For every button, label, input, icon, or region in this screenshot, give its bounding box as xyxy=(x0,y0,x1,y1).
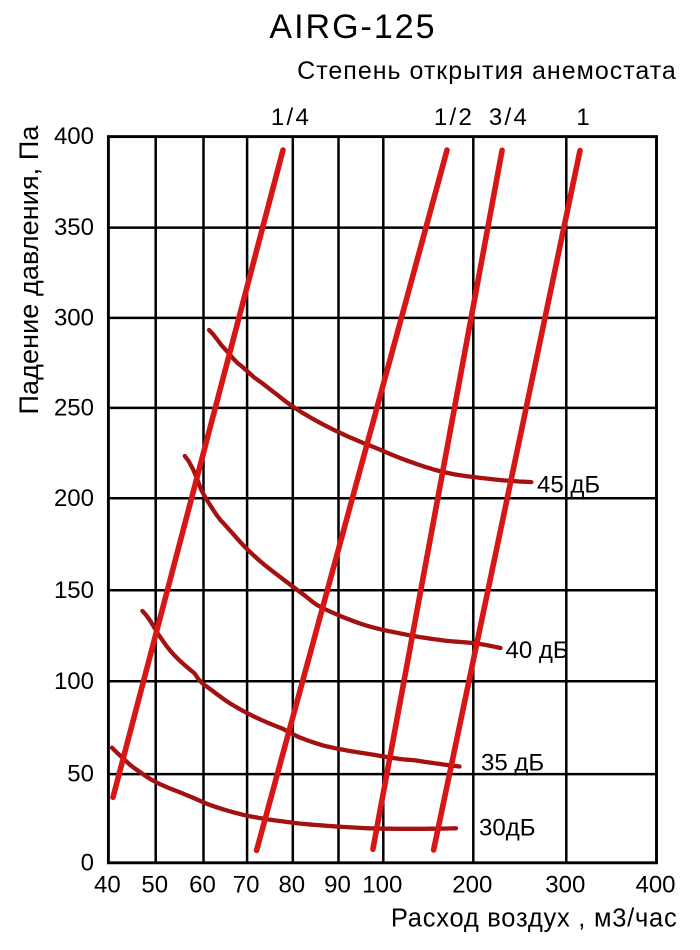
svg-text:90: 90 xyxy=(324,871,351,898)
svg-text:Расход воздух , м3/час: Расход воздух , м3/час xyxy=(391,905,678,933)
svg-text:150: 150 xyxy=(54,577,94,604)
svg-text:45 дБ: 45 дБ xyxy=(537,472,600,499)
svg-text:50: 50 xyxy=(67,761,94,788)
svg-text:300: 300 xyxy=(54,305,94,332)
svg-text:1/4: 1/4 xyxy=(271,104,311,131)
svg-text:100: 100 xyxy=(362,871,402,898)
svg-text:350: 350 xyxy=(54,214,94,241)
svg-text:300: 300 xyxy=(545,871,585,898)
svg-text:3/4: 3/4 xyxy=(489,104,529,131)
svg-text:50: 50 xyxy=(141,871,168,898)
svg-text:200: 200 xyxy=(452,871,492,898)
svg-text:1: 1 xyxy=(576,104,589,131)
svg-text:0: 0 xyxy=(81,849,94,876)
svg-text:40: 40 xyxy=(94,871,121,898)
svg-text:35 дБ: 35 дБ xyxy=(481,750,544,777)
svg-text:Степень открытия анемостата: Степень открытия анемостата xyxy=(297,57,677,85)
svg-text:400: 400 xyxy=(54,123,94,150)
svg-text:30дБ: 30дБ xyxy=(479,815,535,842)
svg-text:1/2: 1/2 xyxy=(434,104,474,131)
svg-text:70: 70 xyxy=(233,871,260,898)
svg-text:400: 400 xyxy=(635,871,675,898)
svg-text:80: 80 xyxy=(278,871,305,898)
svg-text:Падение давления, Па: Падение давления, Па xyxy=(14,125,44,415)
svg-text:40 дБ: 40 дБ xyxy=(506,637,569,664)
svg-text:100: 100 xyxy=(54,668,94,695)
svg-text:AIRG-125: AIRG-125 xyxy=(269,8,436,46)
svg-text:250: 250 xyxy=(54,395,94,422)
svg-text:200: 200 xyxy=(54,485,94,512)
svg-text:60: 60 xyxy=(189,871,216,898)
